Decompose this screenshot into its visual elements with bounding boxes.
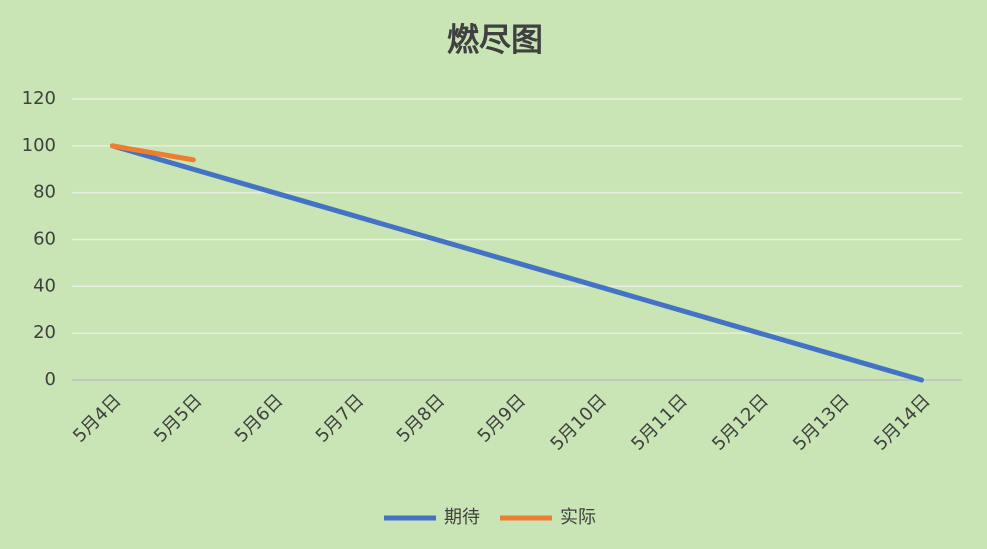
x-tick-label: 5月11日 (627, 390, 692, 455)
x-tick-label: 5月14日 (870, 390, 935, 455)
x-tick-label: 5月13日 (789, 390, 854, 455)
x-tick-label: 5月12日 (708, 390, 773, 455)
x-tick-label: 5月4日 (69, 390, 126, 447)
x-tick-label: 5月6日 (231, 390, 288, 447)
series-line (109, 143, 196, 163)
x-tick-label: 5月8日 (393, 390, 450, 447)
y-tick-label: 80 (33, 182, 56, 203)
chart-title: 燃尽图 (447, 21, 543, 59)
y-tick-label: 120 (22, 88, 56, 109)
series-line (109, 143, 925, 383)
y-tick-label: 100 (22, 135, 56, 156)
y-tick-label: 20 (33, 322, 56, 343)
y-tick-label: 0 (45, 369, 56, 390)
x-tick-label: 5月9日 (474, 390, 531, 447)
x-tick-label: 5月5日 (150, 390, 207, 447)
legend-label: 期待 (444, 507, 480, 528)
legend-label: 实际 (560, 507, 596, 528)
y-tick-label: 60 (33, 229, 56, 250)
x-tick-label: 5月10日 (546, 390, 611, 455)
x-tick-label: 5月7日 (312, 390, 369, 447)
y-tick-label: 40 (33, 275, 56, 296)
